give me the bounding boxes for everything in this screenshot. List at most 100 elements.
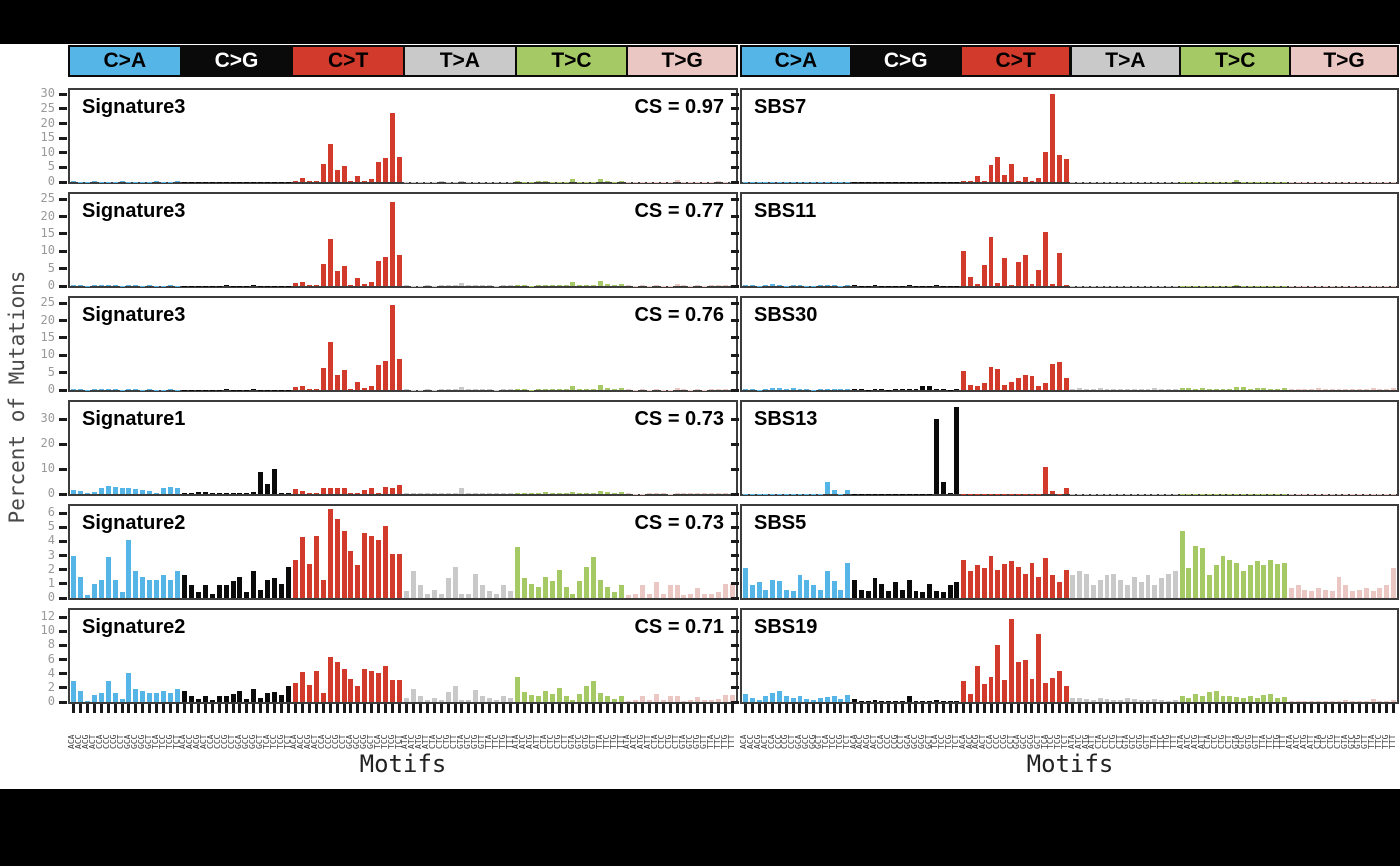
bar-GTC [1241,285,1246,286]
x-tick-mark [975,704,979,713]
x-tick-mark [398,704,402,713]
bar-TCC [1049,283,1055,286]
bar-TTT [1281,493,1287,494]
x-tick-mark [1255,704,1259,713]
bar-GTC [1131,699,1137,702]
y-tick-mark [59,615,67,619]
bar-ACC [188,695,194,702]
bar-GCC [1022,660,1028,702]
bar-CCA [879,700,885,702]
bar-GTG [1247,696,1253,702]
y-tick-mark [59,284,67,288]
bar-GCG [811,699,817,702]
bar-TCA [824,181,830,182]
bar-TCC [161,389,167,390]
bar-GTG [695,181,701,182]
bar-ACA [292,488,298,494]
bar-CCG [1002,258,1008,286]
bar-TTG [1275,285,1281,286]
x-tick-mark [127,704,131,713]
x-tick-mark [1351,704,1355,713]
bar-TCA [1043,558,1049,598]
bar-CCG [893,582,898,598]
y-tick-mark [59,249,67,253]
bar-CCT [341,165,347,182]
bar-GCA [348,180,354,182]
bar-CTG [667,181,673,182]
bar-ATG [1193,181,1199,182]
bar-ATG [1193,388,1199,390]
bar-TTC [494,389,500,390]
bar-TTT [1172,571,1178,598]
bar-GCA [348,493,354,494]
bar-CCT [1009,561,1014,598]
bar-TCT [286,389,292,390]
x-tick-mark [592,704,596,713]
bar-CCT [230,581,236,598]
bar-GCC [355,382,361,390]
x-tick-mark [1139,704,1143,713]
bar-TCG [947,389,953,390]
bar-ATG [1302,181,1308,182]
bar-CTG [1329,389,1335,390]
bar-GCT [369,487,375,494]
bar-GCC [244,592,250,598]
bar-TTG [501,284,507,286]
bar-ATC [1295,389,1301,390]
bar-CTA [431,181,437,182]
bar-GTT [591,556,597,598]
bar-CTA [431,285,437,286]
bar-GCT [1036,177,1042,182]
x-tick-mark [839,704,843,713]
bar-ATC [1186,285,1192,286]
bar-CTG [1111,389,1117,390]
bar-ACG [195,592,201,598]
bar-ACC [299,537,305,598]
x-tick-mark [1071,704,1075,713]
panel-SBS11: SBS11 [740,192,1399,288]
x-tick-mark [509,704,513,713]
x-tick-mark [1201,704,1205,713]
bar-CTG [556,687,562,702]
y-tick-label: 25 [40,295,55,310]
bar-CTG [1111,493,1117,494]
bar-TCA [376,364,382,390]
bar-GCA [237,493,243,494]
x-tick-mark [982,704,986,713]
bar-ATG [1084,389,1089,390]
y-tick-label: 4 [47,533,55,548]
bar-GTC [577,181,583,182]
bar-TCG [168,692,174,702]
x-tick-mark [1235,704,1239,713]
bar-CTA [1206,388,1212,390]
bar-CCA [209,699,215,702]
bar-TCC [161,575,167,598]
bar-ATA [514,181,520,182]
bar-GCT [369,386,375,390]
bar-GTG [695,588,701,598]
bar-GTT [591,681,597,702]
bar-CTT [674,585,680,598]
bar-GCC [913,700,919,702]
bar-TTC [1377,285,1383,286]
bar-TTT [1391,285,1397,286]
x-tick-mark [989,704,993,713]
bar-TCG [947,285,953,286]
bar-GTC [1241,571,1246,598]
bar-CCG [223,284,229,286]
bar-TCA [824,388,830,390]
bar-TTG [1384,285,1390,286]
y-tick-label: 5 [47,260,55,275]
bar-GTT [1254,181,1260,182]
bar-CCT [119,699,125,702]
bar-TCA [376,161,382,182]
bar-GCC [804,579,810,598]
bar-CTT [1336,493,1342,494]
bar-GTG [473,493,479,494]
bar-CCT [1009,381,1014,390]
bar-ATT [1090,699,1096,702]
bar-CCC [216,493,222,494]
bar-CCG [112,389,118,390]
bar-TTC [605,586,611,598]
bar-GCG [140,389,146,390]
